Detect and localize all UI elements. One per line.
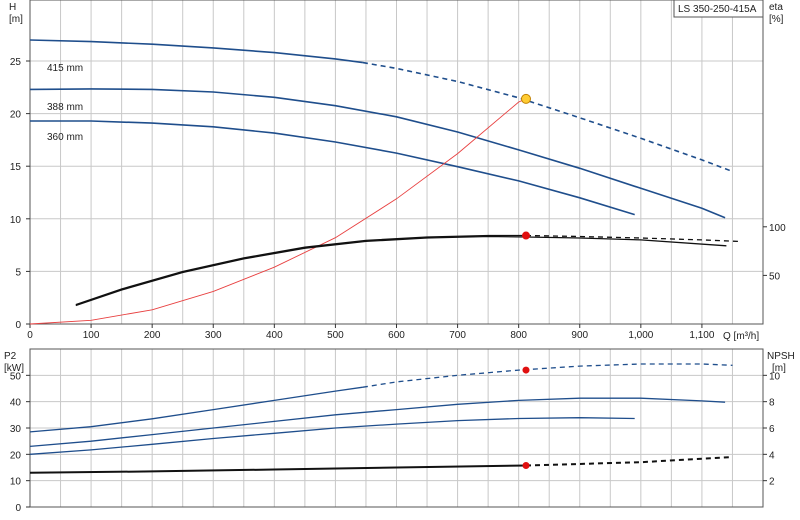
y-left-tick-label: 0 [15, 503, 21, 514]
y-right-tick-label: 50 [769, 271, 781, 282]
y-right-tick-label: 4 [769, 450, 775, 461]
y-left-tick-label: 30 [10, 424, 22, 435]
series-line-extension [362, 61, 733, 173]
bottom-axis-ticks: 0 10 20 30 40 50 2 4 6 8 10 [10, 371, 781, 514]
x-tick-label: 700 [449, 330, 466, 341]
series-line [30, 120, 635, 216]
y-left-tick-label: 40 [10, 398, 22, 409]
x-tick-label: 300 [205, 330, 222, 341]
chart-title-box [673, 0, 764, 18]
y-right-tick-label: 2 [769, 477, 775, 488]
duty-point-marker [522, 366, 530, 374]
series-line [29, 88, 726, 219]
x-tick-label: 100 [83, 330, 100, 341]
series-line [29, 397, 726, 448]
series-line-extension [525, 456, 733, 467]
x-tick-label: 500 [327, 330, 344, 341]
x-tick-label: 1,100 [689, 330, 714, 341]
x-tick-label: 800 [510, 330, 527, 341]
y-left-tick-label: 5 [15, 267, 21, 278]
series-line [29, 464, 527, 474]
x-tick-label: 900 [571, 330, 588, 341]
y-right-title-top-2: [%] [769, 14, 784, 25]
series-line [29, 417, 635, 455]
series-line [29, 39, 364, 64]
series-label-415: 415 mm [47, 63, 83, 74]
top-grid [30, 0, 763, 324]
duty-point-marker [521, 231, 530, 240]
x-tick-label: 400 [266, 330, 283, 341]
y-left-tick-label: 10 [10, 477, 22, 488]
x-tick-label: 0 [27, 330, 33, 341]
y-right-title-bottom-2: [m] [772, 363, 786, 374]
y-left-tick-label: 0 [15, 320, 21, 331]
x-tick-label: 200 [144, 330, 161, 341]
y-left-tick-label: 20 [10, 110, 22, 121]
chart-title: LS 350-250-415A [678, 4, 757, 15]
y-left-title-bottom-1: P2 [4, 351, 17, 362]
duty-point-marker [520, 93, 531, 104]
y-left-tick-label: 20 [10, 450, 22, 461]
x-tick-label: 600 [388, 330, 405, 341]
series-label-360: 360 mm [47, 132, 83, 143]
y-left-title-top-2: [m] [9, 14, 23, 25]
y-left-tick-label: 25 [10, 57, 22, 68]
y-right-tick-label: 8 [769, 398, 775, 409]
y-right-title-top-1: eta [769, 2, 783, 13]
top-axis-ticks: 0 100 200 300 400 500 600 700 800 900 1,000 1,100 0 5… [10, 57, 786, 341]
series-line-extension [525, 234, 739, 243]
series-line [75, 235, 727, 307]
x-tick-label: 1,000 [628, 330, 653, 341]
y-left-tick-label: 50 [10, 371, 22, 382]
y-left-title-top-1: H [9, 2, 16, 13]
duty-point-marker [522, 462, 530, 470]
series-line [75, 234, 526, 306]
series-line [29, 98, 527, 325]
top-series-layer [29, 39, 739, 325]
bottom-grid [30, 349, 763, 507]
y-left-tick-label: 10 [10, 215, 22, 226]
y-left-title-bottom-2: [kW] [4, 363, 24, 374]
y-right-tick-label: 10 [769, 371, 781, 382]
y-right-tick-label: 100 [769, 223, 786, 234]
series-line [29, 386, 363, 433]
y-right-tick-label: 6 [769, 424, 775, 435]
bottom-series-layer [29, 363, 733, 474]
series-label-388: 388 mm [47, 102, 83, 113]
y-left-tick-label: 15 [10, 162, 22, 173]
y-right-title-bottom-1: NPSH [767, 351, 795, 362]
x-axis-title: Q [m³/h] [723, 331, 759, 342]
